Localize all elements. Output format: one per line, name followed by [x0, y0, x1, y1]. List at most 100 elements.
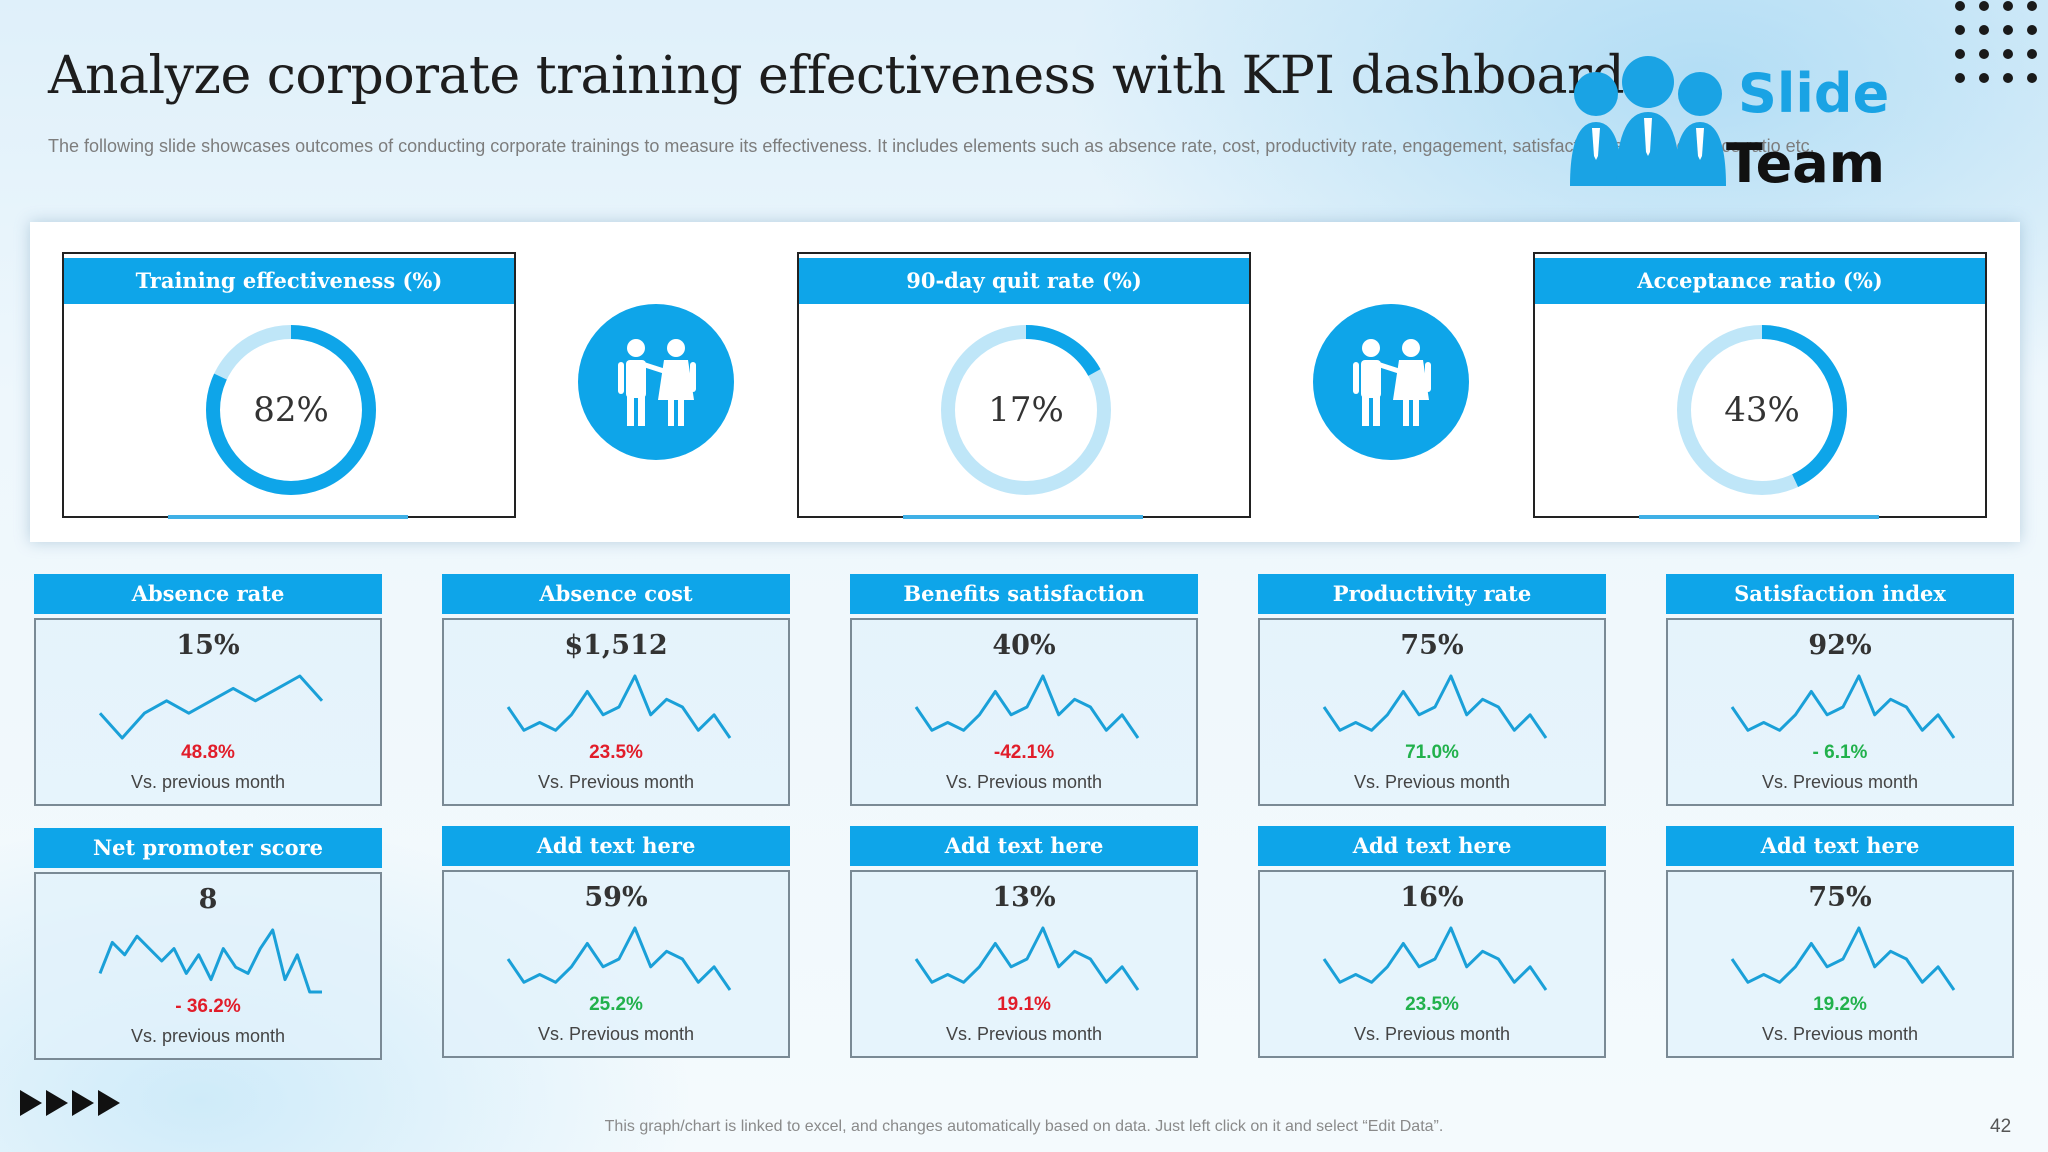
metric-change: 48.8%	[181, 742, 235, 763]
metric-value: 13%	[992, 882, 1056, 913]
metric-title: Net promoter score	[34, 828, 382, 868]
metric-sparkline	[1730, 674, 1956, 739]
kpi-panel: Training effectiveness (%) 82% 90-day qu…	[30, 222, 2020, 542]
metric-change: 23.5%	[589, 742, 643, 763]
kpi-underline	[168, 515, 408, 519]
metric-title: Satisfaction index	[1666, 574, 2014, 614]
metric-value: 8	[198, 884, 218, 915]
kpi-card-training-effectiveness[interactable]: Training effectiveness (%) 82%	[62, 252, 516, 519]
sparkline-path	[1730, 926, 1956, 991]
sparkline-path	[506, 674, 732, 739]
metric-note: Vs. Previous month	[945, 772, 1103, 792]
metric-title: Productivity rate	[1258, 574, 1606, 614]
metric-sparkline	[1730, 926, 1956, 991]
sparkline-path	[98, 928, 322, 994]
metric-change: 71.0%	[1405, 742, 1459, 763]
metric-body: 8 - 36.2% Vs. previous month	[34, 872, 382, 1060]
metric-body: $1,512 23.5% Vs. Previous month	[442, 618, 790, 806]
metric-title: Absence rate	[34, 574, 382, 614]
footer-note: This graph/chart is linked to excel, and…	[604, 1118, 1444, 1135]
couple-icon	[618, 339, 696, 426]
metric-value: 75%	[1808, 882, 1872, 913]
metric-body: 92% - 6.1% Vs. Previous month	[1666, 618, 2014, 806]
metric-sparkline	[914, 674, 1140, 739]
metric-card-placeholder-3[interactable]: Add text here 16% 23.5% Vs. Previous mon…	[1258, 826, 1606, 1058]
metric-value: 15%	[176, 630, 240, 661]
metric-value: $1,512	[564, 630, 668, 661]
metric-card-satisfaction-index[interactable]: Satisfaction index 92% - 6.1% Vs. Previo…	[1666, 574, 2014, 806]
metric-title: Benefits satisfaction	[850, 574, 1198, 614]
metric-note: Vs. Previous month	[1761, 772, 1919, 792]
metric-title: Add text here	[1258, 826, 1606, 866]
donut-value-arc	[941, 325, 1111, 495]
kpi-card-value: 43%	[1724, 390, 1800, 430]
metric-note: Vs. previous month	[130, 772, 286, 792]
sparkline-path	[914, 926, 1140, 991]
metric-card-placeholder-2[interactable]: Add text here 13% 19.1% Vs. Previous mon…	[850, 826, 1198, 1058]
metric-title: Add text here	[442, 826, 790, 866]
metric-sparkline	[1322, 674, 1548, 739]
metric-body: 16% 23.5% Vs. Previous month	[1258, 870, 1606, 1058]
metric-sparkline	[506, 926, 732, 991]
metric-title: Add text here	[1666, 826, 2014, 866]
couple-icon	[1353, 339, 1431, 426]
metric-card-absence-rate[interactable]: Absence rate 15% 48.8% Vs. previous mont…	[34, 574, 382, 806]
sparkline-path	[506, 926, 732, 991]
metric-note: Vs. Previous month	[1353, 1024, 1511, 1044]
page-subtitle: The following slide showcases outcomes o…	[48, 136, 1815, 156]
metric-title: Add text here	[850, 826, 1198, 866]
people-circle-icon	[1313, 304, 1469, 460]
metric-note: Vs. Previous month	[1761, 1024, 1919, 1044]
team-people-icon	[1570, 56, 1726, 186]
play-arrows-icon	[20, 1090, 120, 1116]
kpi-card-title: Acceptance ratio (%)	[1535, 258, 1985, 304]
metric-note: Vs. previous month	[130, 1026, 286, 1046]
metric-sparkline	[98, 674, 324, 740]
page-number: 42	[1990, 1116, 2012, 1137]
kpi-card-quit-rate[interactable]: 90-day quit rate (%) 17%	[797, 252, 1251, 519]
metric-note: Vs. Previous month	[537, 772, 695, 792]
metric-change: 23.5%	[1405, 994, 1459, 1015]
kpi-card-title: Training effectiveness (%)	[64, 258, 514, 304]
people-circle-icon	[578, 304, 734, 460]
metric-change: - 6.1%	[1812, 742, 1868, 763]
sparkline-path	[1322, 674, 1548, 739]
logo-text-slide: Slide	[1738, 62, 1890, 125]
metric-sparkline	[98, 928, 322, 994]
metric-sparkline	[914, 926, 1140, 991]
metric-change: 19.2%	[1813, 994, 1867, 1015]
metric-value: 40%	[992, 630, 1056, 661]
metric-card-productivity-rate[interactable]: Productivity rate 75% 71.0% Vs. Previous…	[1258, 574, 1606, 806]
metric-title: Absence cost	[442, 574, 790, 614]
kpi-card-title: 90-day quit rate (%)	[799, 258, 1249, 304]
metric-note: Vs. Previous month	[1353, 772, 1511, 792]
metric-card-net-promoter-score[interactable]: Net promoter score 8 - 36.2% Vs. previou…	[34, 828, 382, 1060]
metric-change: 25.2%	[589, 994, 643, 1015]
metric-body: 75% 71.0% Vs. Previous month	[1258, 618, 1606, 806]
kpi-card-value: 17%	[988, 390, 1064, 430]
dot-grid-decoration	[1955, 1, 2037, 83]
kpi-donut-chart	[941, 325, 1111, 495]
metric-card-placeholder-4[interactable]: Add text here 75% 19.2% Vs. Previous mon…	[1666, 826, 2014, 1058]
metric-card-benefits-satisfaction[interactable]: Benefits satisfaction 40% -42.1% Vs. Pre…	[850, 574, 1198, 806]
kpi-donut-chart	[1677, 325, 1847, 495]
metric-card-placeholder-1[interactable]: Add text here 59% 25.2% Vs. Previous mon…	[442, 826, 790, 1058]
metric-change: 19.1%	[997, 994, 1051, 1015]
metric-body: 75% 19.2% Vs. Previous month	[1666, 870, 2014, 1058]
kpi-underline	[903, 515, 1143, 519]
metric-value: 92%	[1808, 630, 1872, 661]
sparkline-path	[1322, 926, 1548, 991]
logo-text-team: Team	[1726, 132, 1885, 195]
kpi-card-acceptance-ratio[interactable]: Acceptance ratio (%) 43%	[1533, 252, 1987, 519]
metric-body: 59% 25.2% Vs. Previous month	[442, 870, 790, 1058]
metric-value: 75%	[1400, 630, 1464, 661]
sparkline-path	[98, 674, 324, 740]
metric-card-absence-cost[interactable]: Absence cost $1,512 23.5% Vs. Previous m…	[442, 574, 790, 806]
metric-note: Vs. Previous month	[537, 1024, 695, 1044]
slideteam-logo: Slide Team	[1568, 52, 1889, 195]
page-title: Analyze corporate training effectiveness…	[48, 46, 1625, 106]
metric-note: Vs. Previous month	[945, 1024, 1103, 1044]
metric-change: - 36.2%	[175, 996, 241, 1017]
metric-sparkline	[1322, 926, 1548, 991]
kpi-card-value: 82%	[253, 390, 329, 430]
